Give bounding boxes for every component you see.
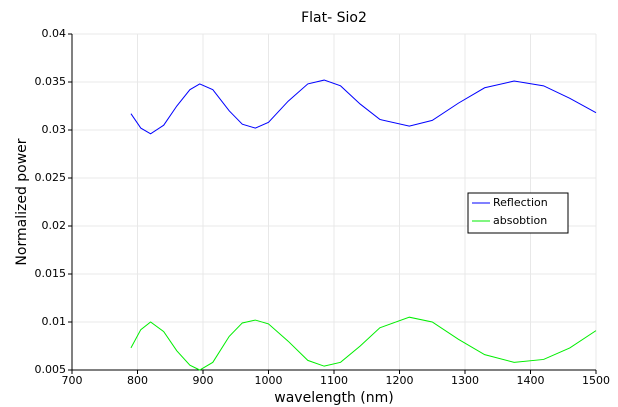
legend: Reflection absobtion — [467, 192, 569, 234]
y-tick-label: 0.03 — [42, 123, 67, 136]
data-line — [130, 316, 597, 371]
x-tick-label: 900 — [193, 374, 214, 387]
x-tick-label: 700 — [62, 374, 83, 387]
x-tick-label: 1100 — [320, 374, 348, 387]
data-line — [130, 79, 597, 135]
y-tick-label: 0.035 — [35, 75, 67, 88]
x-tick-label: 1200 — [386, 374, 414, 387]
x-tick-label: 1300 — [451, 374, 479, 387]
x-tick-label: 1400 — [517, 374, 545, 387]
x-tick-label: 1000 — [255, 374, 283, 387]
x-tick-label: 1500 — [582, 374, 610, 387]
y-tick-label: 0.015 — [35, 267, 67, 280]
chart-title: Flat- Sio2 — [301, 10, 367, 26]
x-axis-title: wavelength (nm) — [274, 390, 393, 406]
y-tick-label: 0.04 — [42, 27, 67, 40]
y-tick-label: 0.005 — [35, 363, 67, 376]
y-axis-title: Normalized power — [14, 138, 30, 265]
legend-label: Reflection — [493, 196, 548, 209]
legend-label: absobtion — [493, 214, 547, 227]
y-tick-label: 0.01 — [42, 315, 67, 328]
legend-box — [467, 192, 569, 234]
x-tick-label: 800 — [127, 374, 148, 387]
y-tick-label: 0.02 — [42, 219, 67, 232]
y-tick-label: 0.025 — [35, 171, 67, 184]
